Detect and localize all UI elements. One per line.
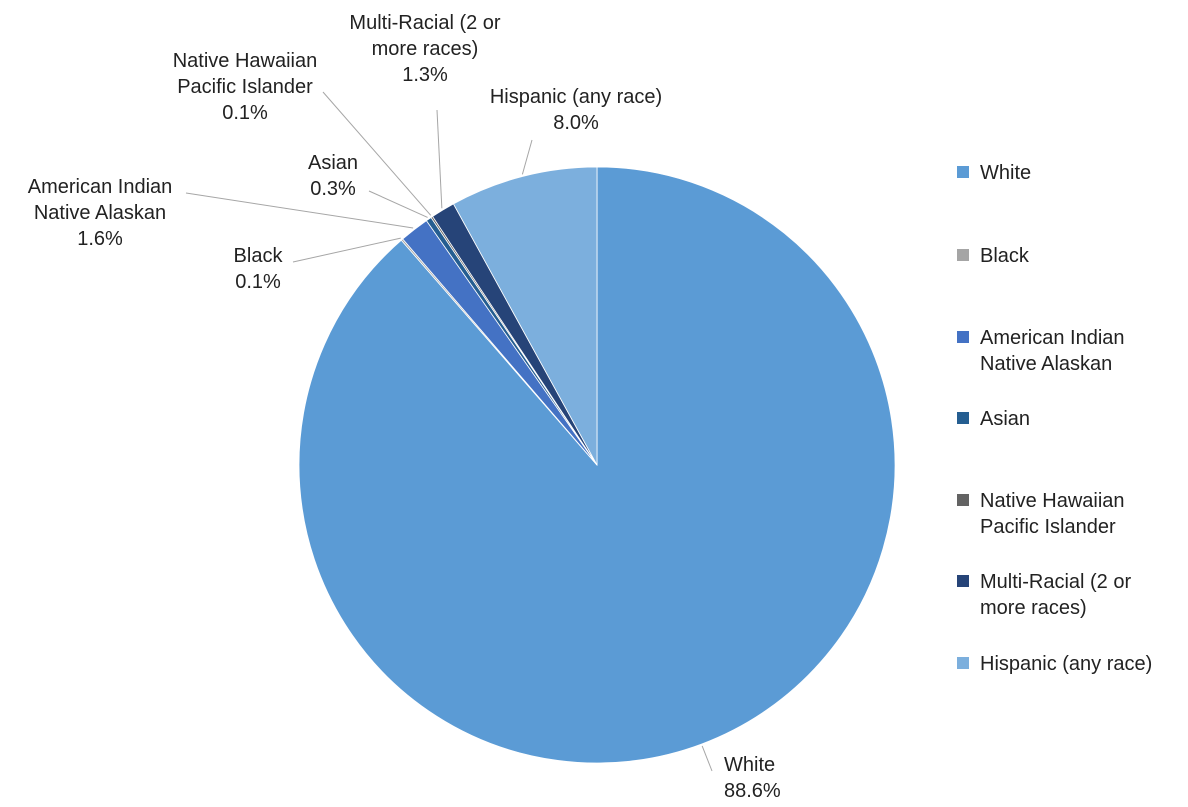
- slice-white: [298, 166, 896, 764]
- leader-lines: [185, 91, 713, 772]
- leader-line-asian: [368, 190, 428, 218]
- data-label-hispanic-any-race: Hispanic (any race) 8.0%: [490, 86, 662, 134]
- legend-entry-hispanic-any-race: Hispanic (any race): [957, 653, 1152, 675]
- legend-label: Asian: [980, 408, 1030, 430]
- data-labels: White 88.6% Black 0.1% American Indian Native…: [28, 12, 781, 802]
- legend-entry-native-hawaiian-pacific-islander: Native Hawaiian Pacific Islander: [957, 490, 1125, 538]
- legend-entry-black: Black: [957, 245, 1030, 267]
- legend-swatch: [957, 166, 969, 178]
- legend-swatch: [957, 331, 969, 343]
- legend-swatch: [957, 249, 969, 261]
- legend-swatch: [957, 412, 969, 424]
- legend-label: White: [980, 162, 1031, 184]
- legend-label: Hispanic (any race): [980, 653, 1152, 675]
- leader-line-multi-racial-2-or-more-races: [436, 109, 443, 209]
- leader-line-native-hawaiian-pacific-islander: [322, 91, 432, 216]
- legend-label: Native Hawaiian Pacific Islander: [980, 490, 1125, 538]
- legend: White Black American Indian Native Alaskan A…: [957, 162, 1152, 675]
- pie-slices: [298, 166, 896, 764]
- legend-label: American Indian Native Alaskan: [980, 327, 1125, 375]
- data-label-american-indian-native-alaskan: American Indian Native Alaskan 1.6%: [28, 176, 173, 250]
- data-label-asian: Asian 0.3%: [308, 152, 358, 200]
- legend-entry-multi-racial-2-or-more-races: Multi-Racial (2 or more races): [957, 571, 1131, 619]
- leader-line-white: [701, 745, 713, 772]
- leader-line-black: [292, 237, 401, 263]
- legend-label: Multi-Racial (2 or more races): [980, 571, 1131, 619]
- data-label-native-hawaiian-pacific-islander: Native Hawaiian Pacific Islander 0.1%: [173, 50, 318, 124]
- legend-entry-american-indian-native-alaskan: American Indian Native Alaskan: [957, 327, 1125, 375]
- legend-swatch: [957, 494, 969, 506]
- slice-hispanic-any-race: [452, 166, 598, 466]
- data-label-black: Black 0.1%: [234, 245, 284, 293]
- data-label-multi-racial-2-or-more-races: Multi-Racial (2 or more races) 1.3%: [349, 12, 500, 86]
- legend-entry-asian: Asian: [957, 408, 1030, 430]
- leader-line-american-indian-native-alaskan: [185, 192, 414, 229]
- data-label-white: White 88.6%: [724, 754, 781, 802]
- leader-line-hispanic-any-race: [521, 139, 533, 175]
- legend-swatch: [957, 575, 969, 587]
- legend-entry-white: White: [957, 162, 1031, 184]
- legend-swatch: [957, 657, 969, 669]
- legend-label: Black: [980, 245, 1030, 267]
